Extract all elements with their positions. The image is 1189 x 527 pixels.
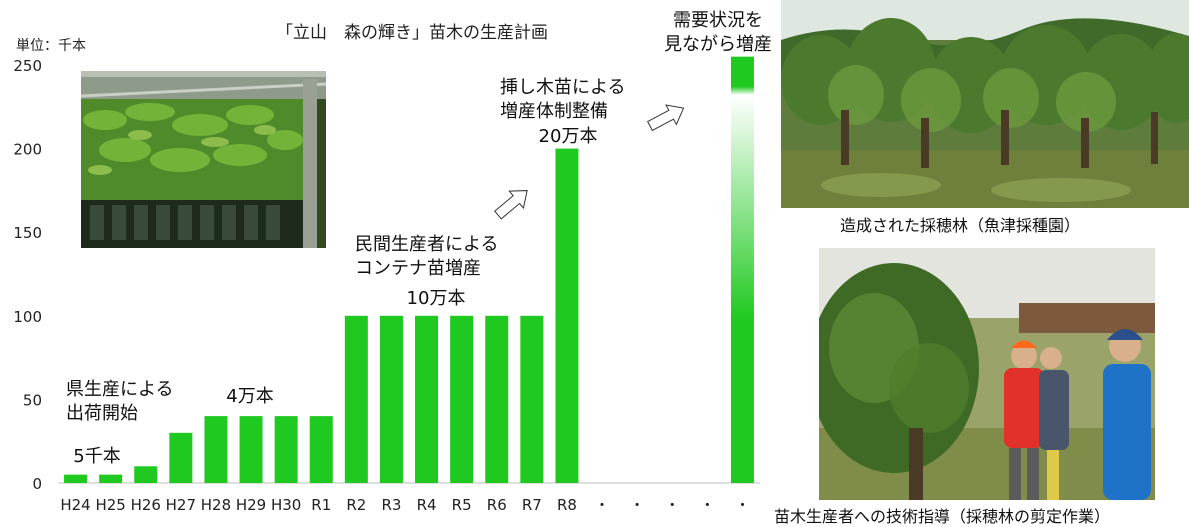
scion-orchard-caption: 造成された採穂林（魚津採種園）	[840, 216, 1081, 235]
annotation-text: 20万本	[539, 126, 598, 147]
y-tick-label: 100	[13, 308, 42, 326]
bar	[309, 416, 333, 483]
y-tick-label: 50	[23, 391, 42, 409]
bar	[485, 315, 509, 483]
annotation-text: 出荷開始	[66, 403, 138, 424]
x-tick-label: R4	[417, 496, 437, 514]
bar	[204, 416, 228, 483]
x-tick-label: H27	[166, 496, 196, 514]
chart-title: 「立山 森の輝き」苗木の生産計画	[276, 23, 548, 43]
annotation-text: 挿し木苗による	[500, 77, 625, 98]
x-tick-label: H30	[271, 496, 301, 514]
x-tick-label: R6	[487, 496, 507, 514]
x-tick-label: R7	[522, 496, 542, 514]
x-tick-label: R1	[311, 496, 331, 514]
annotation-text: 県生産による	[66, 379, 173, 400]
growth-arrows	[494, 104, 685, 220]
bar	[520, 315, 544, 483]
annotation-text: 需要状況を	[673, 10, 763, 31]
arrow-icon	[494, 190, 528, 220]
pruning-guidance-caption: 苗木生産者への技術指導（採穂林の剪定作業）	[774, 507, 1111, 526]
x-tick-label: ・	[595, 496, 610, 514]
pruning-guidance-photo	[819, 248, 1155, 500]
x-tick-label: R3	[381, 496, 401, 514]
x-tick-label: ・	[665, 496, 680, 514]
bar	[379, 315, 403, 483]
bar	[134, 466, 158, 483]
bar	[415, 315, 439, 483]
bar	[450, 315, 474, 483]
x-tick-label: R8	[557, 496, 577, 514]
x-tick-label: R5	[452, 496, 472, 514]
x-tick-label: H24	[60, 496, 90, 514]
y-tick-label: 150	[13, 224, 42, 242]
x-tick-label: ・	[700, 496, 715, 514]
bar	[169, 432, 193, 483]
y-tick-label: 250	[13, 57, 42, 75]
x-tick-label: ・	[735, 496, 750, 514]
bar	[730, 56, 754, 483]
unit-label: 単位：千本	[16, 38, 86, 54]
bar	[344, 315, 368, 483]
annotation-text: 5千本	[73, 446, 120, 467]
annotation-text: 民間生産者による	[355, 234, 498, 255]
x-tick-label: R2	[346, 496, 366, 514]
annotation-text: 見ながら増産	[664, 34, 772, 55]
x-tick-label: H28	[201, 496, 231, 514]
scion-orchard-photo	[781, 0, 1189, 208]
bar	[274, 416, 298, 483]
annotation-text: 10万本	[407, 288, 466, 309]
arrow-icon	[646, 104, 685, 132]
nursery-seedlings-photo	[80, 71, 327, 248]
bar	[239, 416, 263, 483]
y-tick-label: 200	[13, 141, 42, 159]
bar	[99, 474, 123, 483]
bar	[64, 474, 88, 483]
production-plan-chart: 0 50 100 150 200 250 H24 H25 H26 H27 H28 H29 H30 R1 R2…	[13, 10, 772, 514]
annotation-text: コンテナ苗増産	[355, 258, 481, 279]
x-tick-label: H29	[236, 496, 266, 514]
x-tick-label: ・	[630, 496, 645, 514]
bar	[555, 148, 579, 483]
x-tick-label: H25	[95, 496, 125, 514]
y-tick-label: 0	[32, 475, 42, 493]
x-tick-label: H26	[131, 496, 161, 514]
annotation-text: 増産体制整備	[500, 101, 608, 122]
annotation-text: 4万本	[226, 386, 273, 407]
